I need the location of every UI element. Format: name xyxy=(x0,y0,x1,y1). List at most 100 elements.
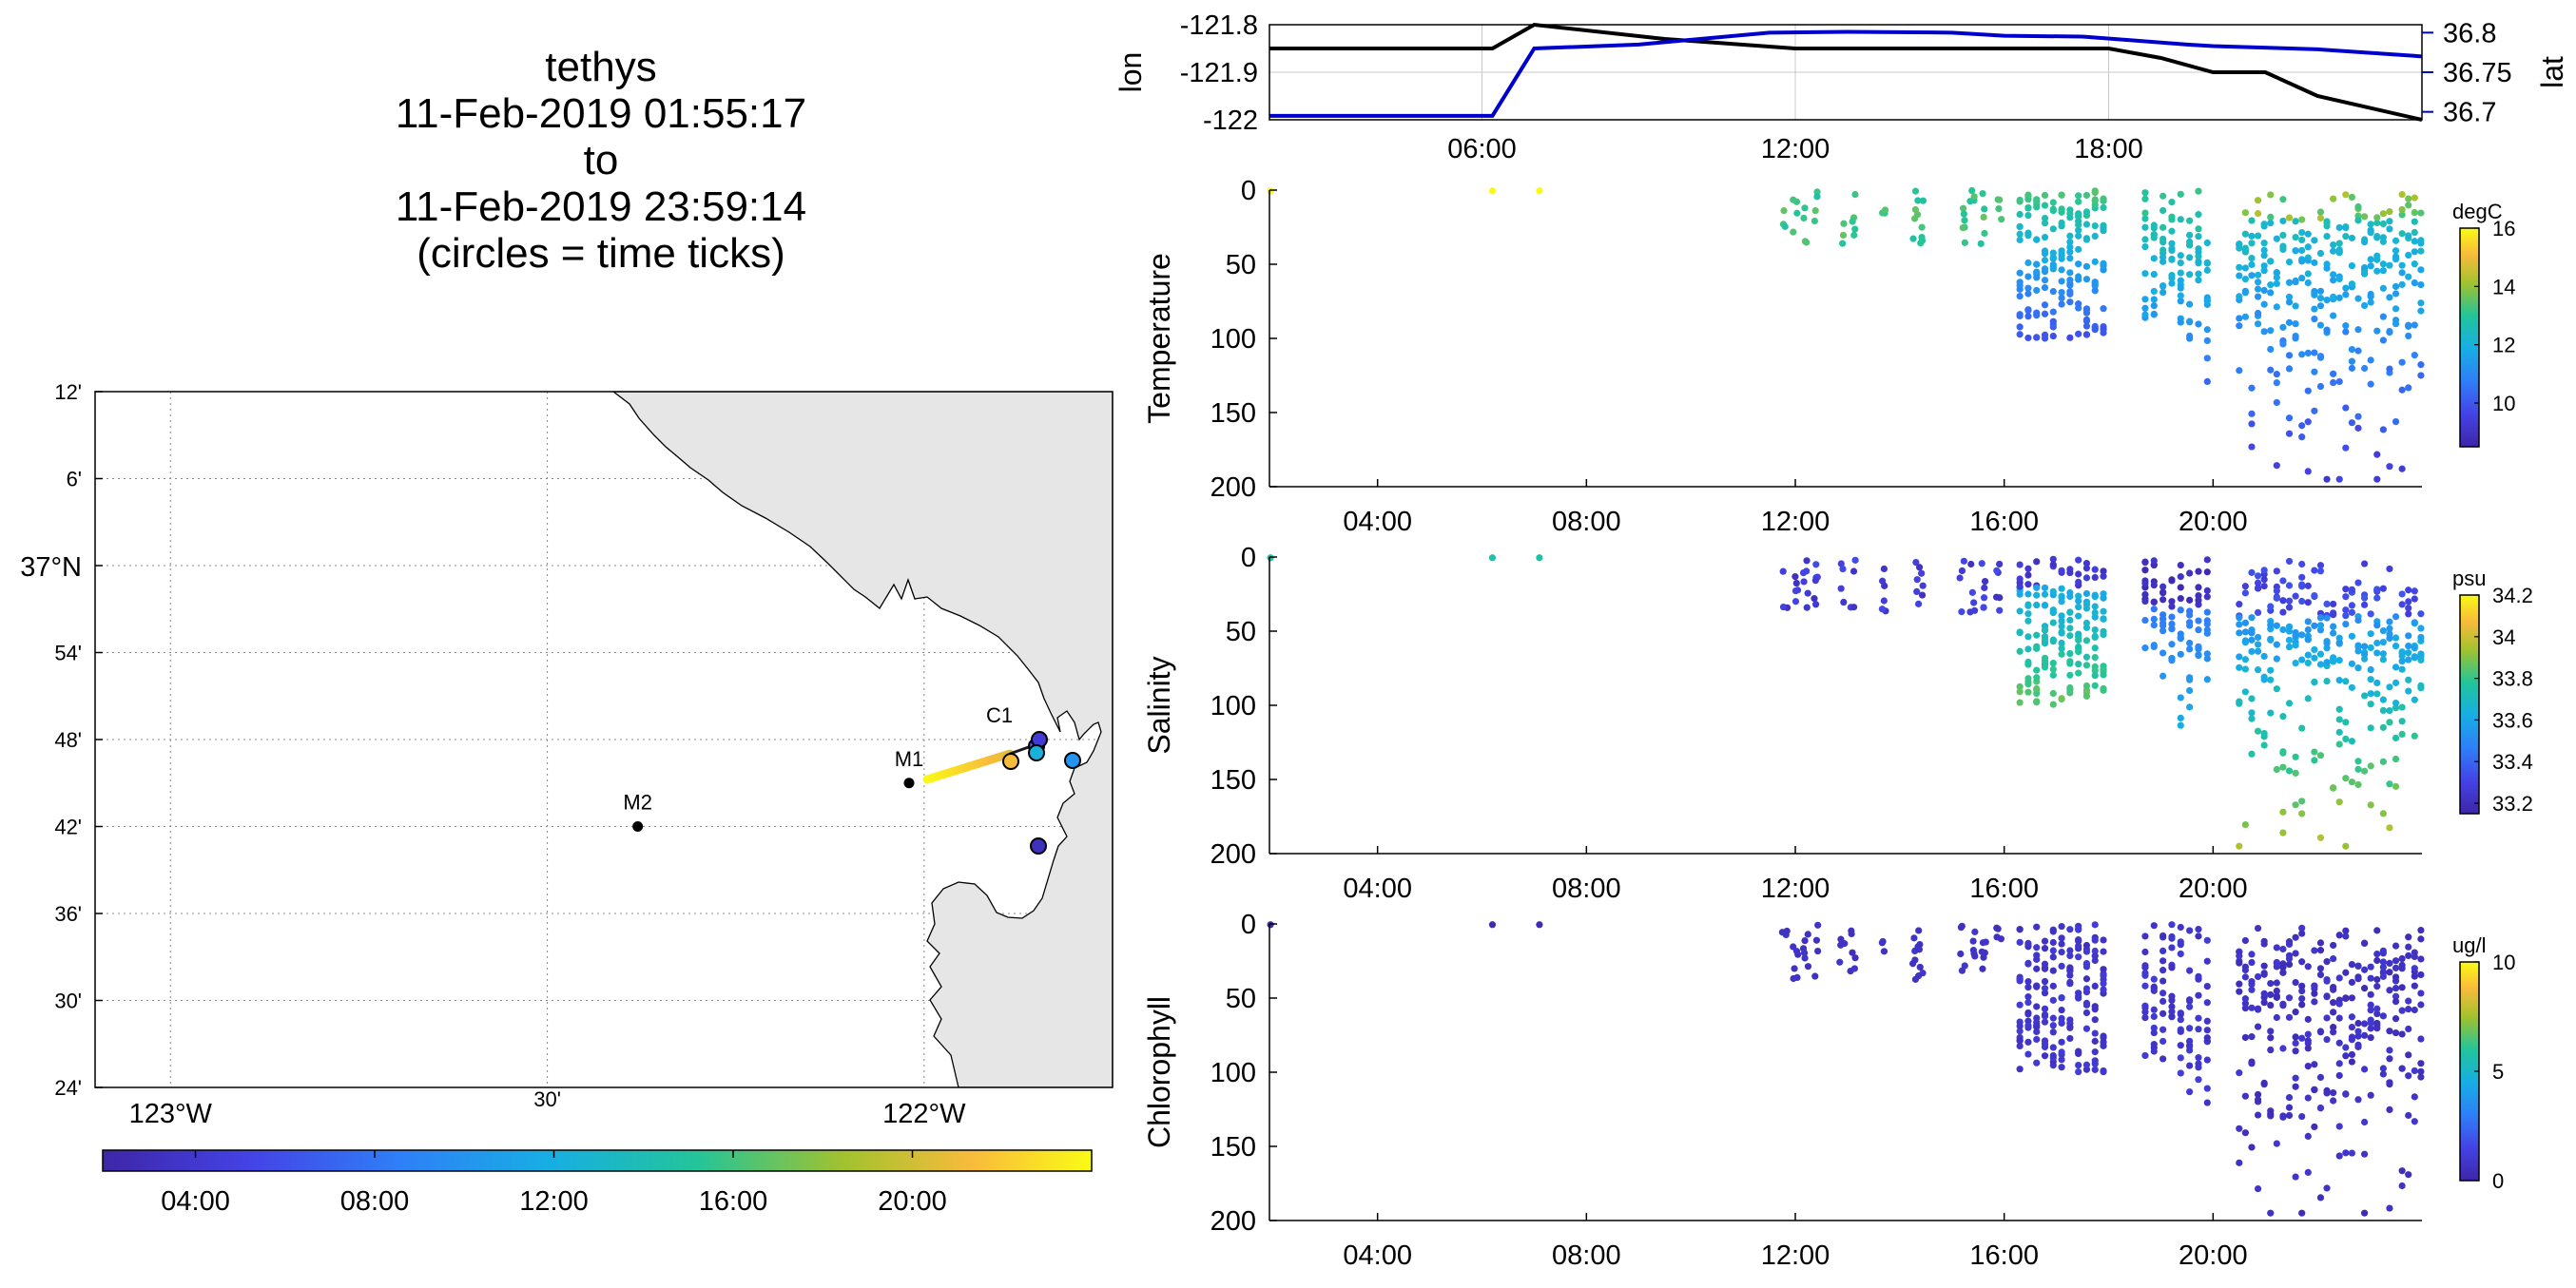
glider-track xyxy=(922,731,1081,855)
chlorophyll-sample-point xyxy=(2405,943,2412,951)
chlorophyll-sample-point xyxy=(2082,1025,2091,1032)
salinity-sample-point xyxy=(2335,634,2343,642)
temperature-sample-point xyxy=(2186,254,2194,261)
temperature-sample-point xyxy=(2398,358,2406,366)
salinity-sample-point xyxy=(2267,621,2275,629)
salinity-sample-point xyxy=(2241,639,2249,646)
chlorophyll-x-tick-label: 04:00 xyxy=(1343,1240,1412,1271)
temperature-x-tick-label: 16:00 xyxy=(1969,507,2039,537)
temperature-sample-point xyxy=(1959,223,1966,232)
chlorophyll-sample-point xyxy=(2260,1079,2268,1086)
chlorophyll-sample-point xyxy=(2248,1144,2256,1151)
chlorophyll-sample-point xyxy=(2298,1001,2306,1009)
temperature-sample-point xyxy=(1851,190,1859,199)
salinity-sample-point xyxy=(2075,570,2082,578)
salinity-sample-point xyxy=(2323,614,2331,622)
chlorophyll-sample-point xyxy=(2386,1055,2393,1063)
chlorophyll-sample-point xyxy=(2330,954,2337,963)
temperature-sample-point xyxy=(2367,290,2374,298)
temperature-sample-point xyxy=(2082,208,2091,216)
salinity-sample-point xyxy=(2323,640,2331,647)
salinity-sample-point xyxy=(2354,758,2362,765)
chlorophyll-sample-point xyxy=(2304,1039,2312,1048)
salinity-sample-point xyxy=(2398,601,2406,608)
temperature-sample-point xyxy=(2150,221,2158,229)
chlorophyll-sample-point xyxy=(2267,1110,2275,1118)
salinity-sample-point xyxy=(2335,705,2343,713)
salinity-sample-point xyxy=(2058,644,2065,652)
temperature-sample-point xyxy=(1981,205,1988,213)
chlorophyll-colorbar-label: ug/l xyxy=(2452,933,2486,957)
chlorophyll-sample-point xyxy=(2241,936,2249,945)
salinity-sample-point xyxy=(2392,613,2400,621)
chlorophyll-sample-point xyxy=(2354,975,2362,983)
salinity-sample-point xyxy=(1956,574,1964,582)
temperature-sample-point xyxy=(2254,279,2262,286)
salinity-sample-point xyxy=(2016,575,2024,583)
salinity-sample-point xyxy=(2342,735,2350,742)
salinity-sample-point xyxy=(2203,629,2211,637)
chlorophyll-sample-point xyxy=(2033,944,2041,952)
salinity-sample-point xyxy=(2186,645,2194,653)
chlorophyll-sample-point xyxy=(2016,975,2024,983)
chlorophyll-sample-point xyxy=(2186,927,2194,934)
temperature-sample-point xyxy=(2203,266,2211,274)
chlorophyll-sample-point xyxy=(2330,1024,2337,1031)
chlorophyll-sample-point xyxy=(2150,1041,2158,1048)
chlorophyll-sample-point xyxy=(2298,987,2306,995)
salinity-sample-point xyxy=(2354,664,2362,672)
salinity-sample-point xyxy=(2024,602,2032,609)
salinity-sample-point xyxy=(2367,724,2374,732)
salinity-sample-point xyxy=(2236,653,2243,661)
salinity-sample-point xyxy=(2024,610,2032,618)
salinity-sample-point xyxy=(2316,567,2325,575)
chlorophyll-sample-point xyxy=(2298,924,2306,932)
chlorophyll-sample-point xyxy=(2150,987,2158,994)
temperature-sample-point xyxy=(2285,318,2294,326)
temperature-sample-point xyxy=(2066,277,2074,284)
salinity-sample-point xyxy=(2186,686,2194,695)
salinity-sample-point xyxy=(2082,637,2091,644)
chlorophyll-sample-point xyxy=(2386,969,2393,976)
chlorophyll-sample-point xyxy=(2236,988,2243,995)
chlorophyll-sample-point xyxy=(2392,984,2400,992)
chlorophyll-sample-point xyxy=(2342,1052,2350,1060)
salinity-sample-point xyxy=(2066,616,2074,624)
chlorophyll-sample-point xyxy=(1914,972,1923,980)
chlorophyll-sample-point xyxy=(2411,949,2418,956)
chlorophyll-sample-point xyxy=(2360,1150,2369,1158)
chlorophyll-sample-point xyxy=(2292,1083,2299,1090)
temperature-sample-point xyxy=(2360,364,2369,373)
chlorophyll-sample-point xyxy=(2379,1070,2387,1078)
salinity-sample-point xyxy=(2075,592,2082,600)
chlorophyll-sample-point xyxy=(2241,1092,2249,1100)
chlorophyll-sample-point xyxy=(2267,990,2275,999)
salinity-sample-point xyxy=(2024,617,2032,625)
chlorophyll-sample-point xyxy=(2292,1048,2299,1055)
chlorophyll-sample-point xyxy=(2066,964,2074,971)
chlorophyll-sample-point xyxy=(2049,1022,2057,1029)
salinity-x-tick-label: 04:00 xyxy=(1343,874,1412,904)
temperature-sample-point xyxy=(2304,243,2312,251)
temperature-sample-point xyxy=(2024,334,2032,342)
salinity-colorbar-tick-label: 33.4 xyxy=(2492,750,2533,774)
salinity-sample-point xyxy=(2348,632,2356,640)
chlorophyll-sample-point xyxy=(2075,953,2082,961)
salinity-sample-point xyxy=(2024,590,2032,598)
salinity-sample-point xyxy=(1958,567,1966,575)
temperature-sample-point xyxy=(2186,271,2194,279)
temperature-sample-point xyxy=(2016,331,2024,338)
chlorophyll-sample-point xyxy=(2075,942,2082,950)
temperature-sample-point xyxy=(2267,289,2275,297)
chlorophyll-sample-point xyxy=(2203,936,2211,944)
salinity-sample-point xyxy=(2392,663,2400,671)
chlorophyll-sample-point xyxy=(2041,960,2049,968)
salinity-sample-point xyxy=(1981,584,1988,591)
chlorophyll-sample-point xyxy=(2082,1001,2091,1009)
chlorophyll-sample-point xyxy=(2373,950,2381,958)
salinity-sample-point xyxy=(2016,590,2024,598)
temperature-sample-point xyxy=(2254,197,2262,204)
salinity-sample-point xyxy=(1792,598,1800,606)
lat-tick-label: 36.75 xyxy=(2443,58,2512,88)
chlorophyll-sample-point xyxy=(2248,1058,2256,1066)
